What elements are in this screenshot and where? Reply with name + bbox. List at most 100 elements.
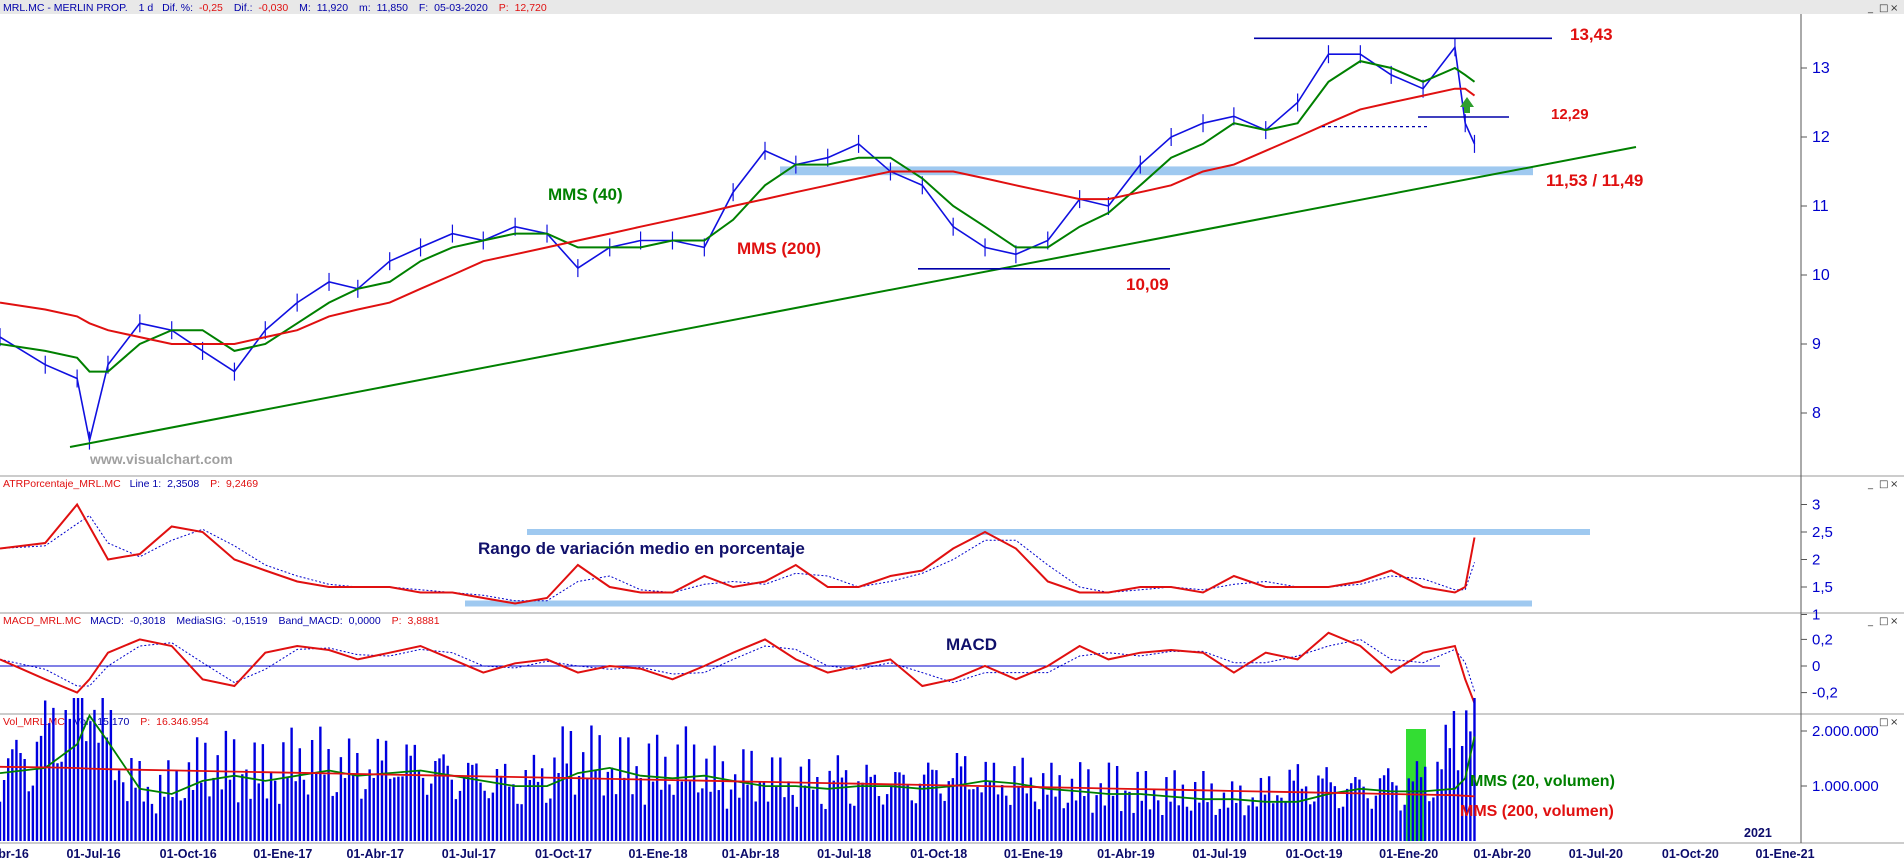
atr-line-label: Line 1:	[130, 478, 162, 490]
price-value: 12,720	[515, 2, 547, 14]
x-tick-label: 01-Abr-17	[346, 847, 404, 861]
price-y-tick: 12	[1812, 129, 1830, 146]
min-value: 11,850	[377, 2, 408, 14]
year-marker: 2021	[1744, 826, 1772, 840]
x-tick-label: 01-Oct-20	[1662, 847, 1719, 861]
atr-p-value: 9,2469	[226, 478, 258, 490]
dif-pct-label: Dif. %:	[162, 2, 193, 14]
x-tick-label: 01-Jul-18	[817, 847, 871, 861]
volume-p-value: 16.346.954	[156, 716, 209, 728]
price-label: P:	[499, 2, 509, 14]
volume-maximize-button[interactable]: □	[1879, 717, 1888, 728]
macd-panel-header	[0, 613, 1904, 627]
max-value: 11,920	[317, 2, 348, 14]
atr-minimize-button[interactable]: _	[1867, 479, 1874, 490]
watermark: www.visualchart.com	[89, 451, 233, 467]
x-tick-label: 01-Abr-20	[1473, 847, 1531, 861]
low-label: 10,09	[1126, 275, 1169, 294]
macd-name: MACD_MRL.MC	[3, 615, 82, 627]
price-levels	[69, 37, 1637, 448]
macd-y-tick: 0,2	[1812, 631, 1833, 648]
atr-annotation: Rango de variación medio en porcentaje	[478, 539, 805, 558]
macd-sig-value: -0,1519	[232, 615, 268, 627]
mms200-line	[0, 87, 1476, 345]
date-value: 05-03-2020	[434, 2, 488, 14]
macd-line	[0, 631, 1476, 704]
axis-ticks: 13 12 11 10 9 8 3 2,5 2 1,5 1 0,2 0 -0,2 2.000.000 1.00…	[1801, 60, 1879, 795]
x-tick-label: 01-Jul-17	[442, 847, 496, 861]
price-line	[0, 45, 1476, 441]
x-tick-label: 01-Jul-16	[66, 847, 120, 861]
up-arrow-icon	[1460, 97, 1474, 113]
volume-mms200-label: MMS (200, volumen)	[1460, 803, 1614, 820]
volume-minimize-button[interactable]: _	[1867, 717, 1874, 728]
volume-name: Vol_MRL.MC	[3, 716, 65, 728]
volume-panel-header	[0, 714, 1904, 728]
minimize-button[interactable]: _	[1867, 3, 1874, 14]
price-y-tick: 13	[1812, 60, 1830, 77]
atr-p-label: P:	[210, 478, 220, 490]
macd-y-tick: 0	[1812, 658, 1820, 675]
macd-maximize-button[interactable]: □	[1879, 616, 1888, 627]
price-y-tick: 9	[1812, 336, 1821, 353]
x-tick-label: 01-Ene-21	[1755, 847, 1814, 861]
x-tick-label: 01-Abr-16	[0, 847, 29, 861]
macd-window-buttons: _ □ ×	[1867, 616, 1898, 627]
macd-sig-label: MediaSIG:	[176, 615, 226, 627]
mms40-annotation: MMS (40)	[548, 185, 623, 204]
volume-p-label: P:	[140, 716, 150, 728]
volume-mms20-line	[0, 713, 1476, 803]
macd-band-value: 0,0000	[349, 615, 381, 627]
level-1229-label: 12,29	[1551, 106, 1589, 123]
atr-series	[0, 502, 1590, 607]
atr-y-tick: 1,5	[1812, 579, 1833, 596]
macd-y-tick: -0,2	[1812, 685, 1838, 702]
x-tick-label: 01-Ene-17	[253, 847, 312, 861]
volume-window-buttons: _ □ ×	[1867, 717, 1898, 728]
macd-label: MACD:	[90, 615, 124, 627]
x-tick-label: 01-Oct-18	[910, 847, 967, 861]
volume-mms20-label: MMS (20, volumen)	[1470, 773, 1615, 790]
atr-lower-band	[465, 600, 1532, 607]
maximize-button[interactable]: □	[1879, 3, 1888, 14]
atr-name: ATRPorcentaje_MRL.MC	[3, 478, 121, 490]
atr-y-tick: 2	[1812, 552, 1820, 569]
x-tick-label: 01-Oct-19	[1286, 847, 1343, 861]
price-y-tick: 10	[1812, 267, 1830, 284]
atr-y-tick: 1	[1812, 607, 1820, 624]
price-window-buttons: _ □ ×	[1867, 3, 1898, 14]
volume-vol-value: 15.170	[97, 716, 129, 728]
price-panel-header	[0, 0, 1904, 14]
atr-line	[0, 502, 1476, 605]
macd-close-button[interactable]: ×	[1890, 616, 1898, 627]
atr-y-tick: 3	[1812, 497, 1820, 514]
atr-panel-header	[0, 476, 1904, 490]
mms200-annotation: MMS (200)	[737, 239, 821, 258]
resistance-label: 13,43	[1570, 25, 1613, 44]
x-axis-labels: 01-Abr-16 01-Jul-16 01-Oct-16 01-Ene-17 01-A…	[0, 826, 1815, 861]
macd-value: -0,3018	[130, 615, 166, 627]
dif-value: -0,030	[258, 2, 288, 14]
date-label: F:	[419, 2, 428, 14]
macd-minimize-button[interactable]: _	[1867, 616, 1874, 627]
x-tick-label: 01-Ene-18	[629, 847, 688, 861]
x-tick-label: 01-Jul-20	[1569, 847, 1623, 861]
macd-header-text: MACD_MRL.MC MACD: -0,3018 MediaSIG: -0,1…	[3, 615, 440, 627]
macd-series	[0, 631, 1476, 704]
x-tick-label: 01-Oct-16	[160, 847, 217, 861]
macd-p-label: P:	[392, 615, 402, 627]
support-label: 11,53 / 11,49	[1546, 171, 1643, 190]
volume-close-button[interactable]: ×	[1890, 717, 1898, 728]
close-button[interactable]: ×	[1890, 3, 1898, 14]
x-tick-label: 01-Ene-20	[1379, 847, 1438, 861]
price-y-tick: 8	[1812, 405, 1821, 422]
volume-header-text: Vol_MRL.MC Vol: 15.170 P: 16.346.954	[3, 716, 209, 728]
atr-close-button[interactable]: ×	[1890, 479, 1898, 490]
symbol-label: MRL.MC - MERLIN PROP.	[3, 2, 128, 14]
x-tick-label: 01-Abr-18	[722, 847, 780, 861]
x-tick-label: 01-Abr-19	[1097, 847, 1155, 861]
price-y-tick: 11	[1812, 198, 1829, 215]
atr-maximize-button[interactable]: □	[1879, 479, 1888, 490]
dif-pct-value: -0,25	[199, 2, 223, 14]
